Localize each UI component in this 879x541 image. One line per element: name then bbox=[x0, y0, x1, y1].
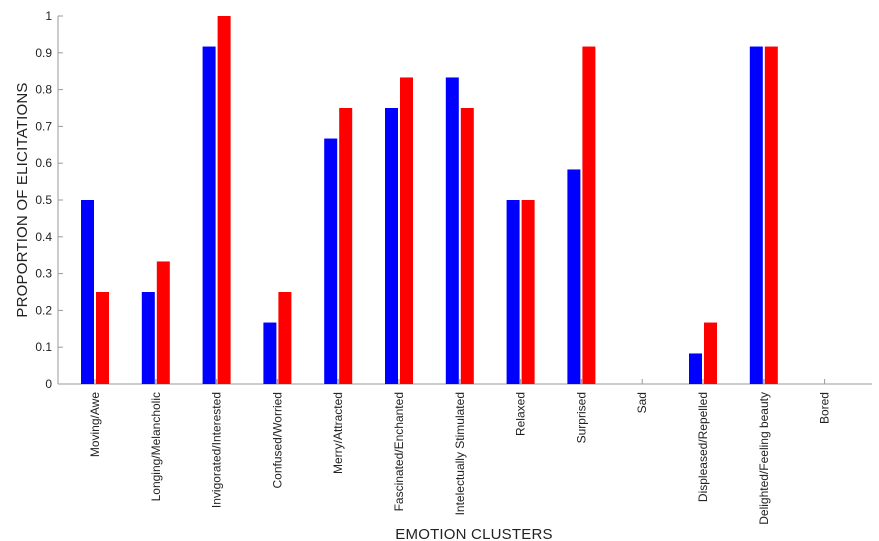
y-tick-label: 1 bbox=[45, 9, 52, 23]
y-tick-label: 0.9 bbox=[35, 46, 52, 60]
x-tick-label: Confused/Worried bbox=[270, 392, 284, 489]
x-tick-label: Fascinated/Enchanted bbox=[392, 392, 406, 511]
y-tick-label: 0 bbox=[45, 377, 52, 391]
bar-series-1 bbox=[324, 138, 338, 384]
x-tick-label: Moving/Awe bbox=[88, 392, 102, 457]
x-tick-label: Surprised bbox=[574, 392, 588, 443]
bar-series-2 bbox=[582, 46, 596, 384]
bar-series-2 bbox=[278, 292, 292, 384]
x-tick-label: Merry/Attracted bbox=[331, 392, 345, 474]
y-tick-label: 0.4 bbox=[35, 230, 52, 244]
bar-series-2 bbox=[704, 322, 717, 384]
bar-series-1 bbox=[689, 353, 702, 384]
bar-series-2 bbox=[521, 200, 535, 384]
y-tick-label: 0.7 bbox=[35, 119, 52, 133]
bar-series-2 bbox=[400, 77, 413, 385]
y-tick-label: 0.2 bbox=[35, 303, 52, 317]
bar-series-1 bbox=[506, 200, 520, 384]
x-tick-label: Sad bbox=[635, 392, 649, 413]
x-tick-label: Invigorated/Interested bbox=[210, 392, 224, 508]
bar-series-1 bbox=[567, 169, 581, 384]
y-tick-label: 0.1 bbox=[35, 340, 52, 354]
x-tick-label: Relaxed bbox=[514, 392, 528, 436]
bar-series-1 bbox=[263, 322, 277, 384]
bar-series-2 bbox=[156, 261, 170, 384]
bar-series-1 bbox=[445, 77, 459, 385]
y-tick-label: 0.6 bbox=[35, 156, 52, 170]
bar-series-2 bbox=[217, 16, 231, 384]
y-axis-title: PROPORTION OF ELICITATIONS bbox=[14, 82, 31, 317]
y-tick-label: 0.3 bbox=[35, 267, 52, 281]
bar-series-1 bbox=[81, 200, 94, 384]
y-axis: 0 0.1 0.2 0.3 0.4 0.5 0.6 0.7 0.8 0.9 1 bbox=[35, 9, 63, 391]
bar-series-1 bbox=[141, 292, 155, 384]
x-tick-label: Displeased/Repelled bbox=[696, 392, 710, 502]
bar-series-2 bbox=[339, 108, 353, 384]
bar-series-1 bbox=[202, 46, 216, 384]
bar-series-2 bbox=[764, 46, 778, 384]
bar-series-2 bbox=[96, 292, 109, 384]
bar-series-2 bbox=[460, 108, 474, 384]
y-tick-label: 0.5 bbox=[35, 193, 52, 207]
y-tick-label: 0.8 bbox=[35, 83, 52, 97]
bars bbox=[81, 16, 778, 385]
bar-series-1 bbox=[385, 108, 398, 384]
x-tick-label: Bored bbox=[818, 392, 832, 424]
x-tick-label: Intelectually Stimulated bbox=[453, 392, 467, 515]
x-axis-title: EMOTION CLUSTERS bbox=[395, 526, 552, 541]
x-tick-label: Delighted/Feeling beauty bbox=[757, 392, 771, 525]
category-labels: Moving/Awe Longing/Melancholic Invigorated… bbox=[88, 392, 879, 525]
bar-series-1 bbox=[749, 46, 763, 384]
x-tick-label: Longing/Melancholic bbox=[149, 392, 163, 501]
